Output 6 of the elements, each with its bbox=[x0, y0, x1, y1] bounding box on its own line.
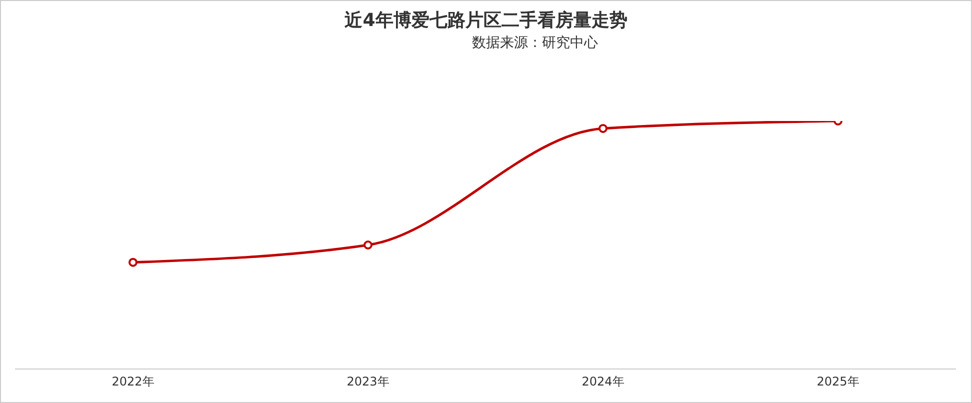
x-tick-label: 2022年 bbox=[112, 374, 154, 389]
x-tick-label: 2024年 bbox=[582, 374, 624, 389]
x-tick-label: 2023年 bbox=[346, 374, 390, 389]
chart-title: 近4年博爱七路片区二手看房量走势 bbox=[344, 9, 628, 32]
x-tick-label: 2025年 bbox=[816, 374, 860, 389]
chart-subtitle: 数据来源：研究中心 bbox=[471, 34, 599, 52]
